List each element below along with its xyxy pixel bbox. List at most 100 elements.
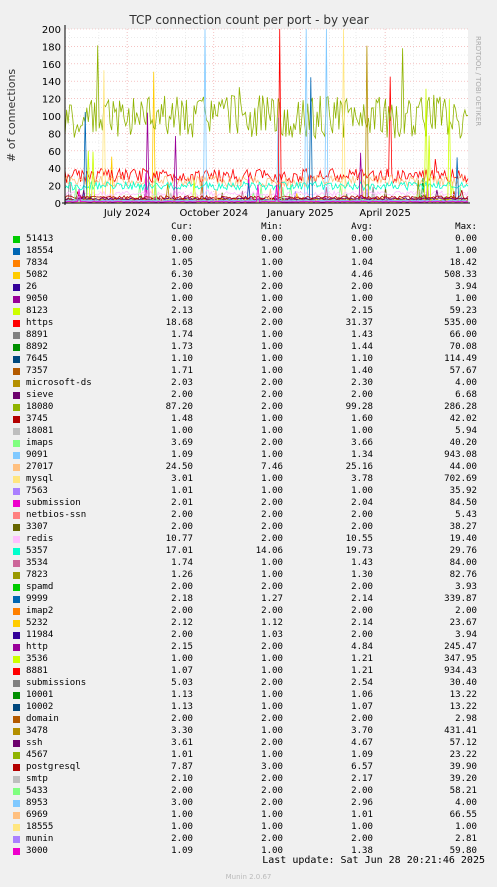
chart-title: TCP connection count per port - by year xyxy=(128,13,368,27)
legend-cur: 10.77 xyxy=(165,534,193,544)
legend-min: 1.00 xyxy=(261,330,283,340)
legend-swatch xyxy=(13,704,20,711)
legend-avg: 1.06 xyxy=(351,690,373,700)
y-tick-label: 180 xyxy=(42,42,61,53)
legend-series-name: 7834 xyxy=(26,258,48,268)
legend-cur: 1.73 xyxy=(171,342,193,352)
legend-cur: 2.00 xyxy=(171,630,193,640)
legend-max: 245.47 xyxy=(444,642,477,652)
legend-avg: 1.44 xyxy=(351,342,373,352)
legend-avg: 4.46 xyxy=(351,270,373,280)
series-line xyxy=(64,199,469,202)
legend-cur: 87.20 xyxy=(165,402,193,412)
legend-min: 2.00 xyxy=(261,714,283,724)
legend-row: 9091 1.09 1.00 1.34 943.08 xyxy=(10,449,480,461)
legend-min: 2.00 xyxy=(261,786,283,796)
legend-row: http 2.15 2.00 4.84 245.47 xyxy=(10,641,480,653)
legend-avg: 2.30 xyxy=(351,378,373,388)
legend-row: 5357 17.01 14.06 19.73 29.76 xyxy=(10,545,480,557)
legend-cur: 1.09 xyxy=(171,450,193,460)
legend-min: 1.00 xyxy=(261,666,283,676)
legend-series-name: 5082 xyxy=(26,270,48,280)
legend-swatch xyxy=(13,728,20,735)
legend-swatch xyxy=(13,440,20,447)
legend-avg: 1.00 xyxy=(351,426,373,436)
legend-avg: 6.57 xyxy=(351,762,373,772)
legend-series-name: domain xyxy=(26,714,59,724)
legend-min: 1.00 xyxy=(261,810,283,820)
legend-min: 2.00 xyxy=(261,390,283,400)
legend-series-name: 51413 xyxy=(26,234,54,244)
legend-min: 1.00 xyxy=(261,246,283,256)
legend-row: ssh 3.61 2.00 4.67 57.12 xyxy=(10,737,480,749)
legend-avg: 1.38 xyxy=(351,846,373,856)
legend-swatch xyxy=(13,332,20,339)
legend-swatch xyxy=(13,800,20,807)
y-axis-label: # of connections xyxy=(5,68,18,162)
legend-avg: 1.60 xyxy=(351,414,373,424)
legend-max: 4.00 xyxy=(455,378,477,388)
legend-row: 8953 3.00 2.00 2.96 4.00 xyxy=(10,797,480,809)
legend-swatch xyxy=(13,740,20,747)
legend-swatch xyxy=(13,620,20,627)
legend-row: 7823 1.26 1.00 1.30 82.76 xyxy=(10,569,480,581)
legend-swatch xyxy=(13,632,20,639)
legend-avg: 1.01 xyxy=(351,810,373,820)
legend-swatch xyxy=(13,584,20,591)
legend-avg: 2.00 xyxy=(351,522,373,532)
legend-max: 347.95 xyxy=(444,654,477,664)
legend-avg: 3.78 xyxy=(351,474,373,484)
legend-max: 35.92 xyxy=(449,486,477,496)
legend-row: 10002 1.13 1.00 1.07 13.22 xyxy=(10,701,480,713)
legend-avg: 1.21 xyxy=(351,654,373,664)
legend-max: 3.93 xyxy=(455,582,477,592)
legend-cur: 3.61 xyxy=(171,738,193,748)
legend-cur: 2.00 xyxy=(171,606,193,616)
col-min-header: Min: xyxy=(261,222,283,232)
legend-min: 1.00 xyxy=(261,426,283,436)
legend-max: 943.08 xyxy=(444,450,477,460)
legend-series-name: 26 xyxy=(26,282,37,292)
legend-series-name: netbios-ssn xyxy=(26,510,87,520)
legend-avg: 2.00 xyxy=(351,630,373,640)
legend-series-name: 6969 xyxy=(26,810,48,820)
legend-min: 1.00 xyxy=(261,270,283,280)
legend-avg: 2.14 xyxy=(351,618,373,628)
legend-row: 8123 2.13 2.00 2.15 59.23 xyxy=(10,305,480,317)
series-line xyxy=(64,189,469,198)
legend-max: 66.00 xyxy=(449,330,477,340)
legend-max: 66.55 xyxy=(449,810,477,820)
legend-min: 1.00 xyxy=(261,342,283,352)
legend-series-name: http xyxy=(26,642,48,652)
legend-series-name: 9050 xyxy=(26,294,48,304)
legend-max: 39.20 xyxy=(449,774,477,784)
legend-max: 339.87 xyxy=(444,594,477,604)
legend-cur: 1.00 xyxy=(171,810,193,820)
legend-avg: 2.54 xyxy=(351,678,373,688)
legend-series-name: https xyxy=(26,318,54,328)
legend-min: 2.00 xyxy=(261,522,283,532)
legend-cur: 2.15 xyxy=(171,642,193,652)
legend-avg: 2.00 xyxy=(351,510,373,520)
legend-series-name: postgresql xyxy=(26,762,81,772)
legend-avg: 0.00 xyxy=(351,234,373,244)
legend-cur: 1.00 xyxy=(171,654,193,664)
legend-max: 2.81 xyxy=(455,834,477,844)
legend-row: 3534 1.74 1.00 1.43 84.00 xyxy=(10,557,480,569)
legend-series-name: 3536 xyxy=(26,654,48,664)
legend-min: 1.00 xyxy=(261,486,283,496)
legend-series-name: 5433 xyxy=(26,786,48,796)
legend-row: 27017 24.50 7.46 25.16 44.00 xyxy=(10,461,480,473)
legend-cur: 1.13 xyxy=(171,702,193,712)
legend-cur: 1.07 xyxy=(171,666,193,676)
legend-row: 8892 1.73 1.00 1.44 70.08 xyxy=(10,341,480,353)
x-tick-label: October 2024 xyxy=(179,208,248,219)
legend-avg: 1.10 xyxy=(351,354,373,364)
legend-cur: 2.00 xyxy=(171,282,193,292)
legend-series-name: 3534 xyxy=(26,558,48,568)
legend-row: spamd 2.00 2.00 2.00 3.93 xyxy=(10,581,480,593)
legend-cur: 1.01 xyxy=(171,750,193,760)
legend-series-name: 3307 xyxy=(26,522,48,532)
legend-cur: 2.01 xyxy=(171,498,193,508)
legend-avg: 19.73 xyxy=(345,546,373,556)
